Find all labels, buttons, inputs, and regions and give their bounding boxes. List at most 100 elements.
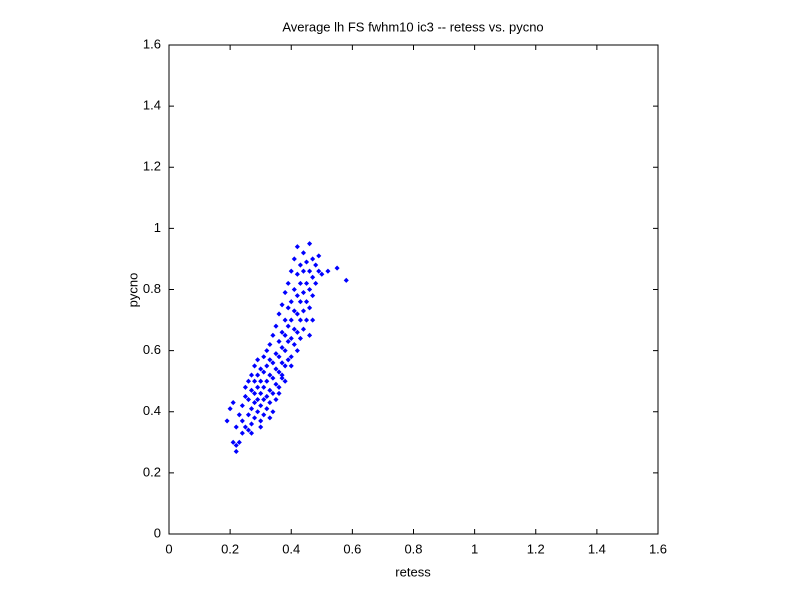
data-point: [279, 372, 285, 378]
data-point: [276, 384, 282, 390]
data-point: [316, 268, 322, 274]
data-point: [248, 372, 255, 378]
data-point: [255, 357, 261, 363]
data-point: [273, 381, 279, 387]
data-point: [233, 424, 239, 430]
y-tick-label: 0.6: [143, 342, 161, 357]
data-point: [261, 396, 267, 403]
data-point: [319, 271, 325, 277]
data-point: [248, 387, 255, 393]
x-tick-label: 1: [471, 541, 478, 556]
data-point: [236, 439, 242, 445]
x-tick-label: 1.2: [527, 541, 545, 556]
data-point: [288, 354, 294, 360]
plot-area: [168, 44, 659, 535]
data-point: [261, 412, 267, 418]
data-point: [288, 335, 294, 341]
data-point: [252, 363, 258, 369]
data-point: [264, 406, 270, 412]
data-point: [307, 305, 313, 311]
x-tick-label: 0.6: [343, 541, 361, 556]
data-point: [245, 412, 252, 418]
data-point: [297, 299, 303, 305]
data-point: [300, 326, 307, 332]
data-point: [258, 418, 264, 424]
x-tick-label: 0.2: [221, 541, 239, 556]
data-point: [282, 332, 288, 338]
y-tick-label: 1: [154, 220, 161, 235]
data-point: [303, 299, 310, 305]
data-point: [288, 363, 294, 369]
data-point: [245, 427, 252, 433]
data-point: [239, 430, 245, 436]
data-point: [276, 390, 282, 396]
data-point: [288, 317, 294, 323]
data-point: [300, 268, 307, 274]
data-point: [325, 268, 331, 274]
data-point: [279, 345, 285, 351]
data-point: [307, 286, 313, 293]
x-tick-label: 1.6: [649, 541, 667, 556]
data-point: [313, 262, 319, 268]
data-point: [310, 293, 316, 299]
data-point: [276, 338, 282, 345]
data-point: [285, 323, 291, 329]
data-point: [343, 277, 349, 283]
data-point: [285, 338, 291, 345]
data-point: [276, 369, 282, 375]
data-point: [267, 387, 273, 393]
data-point: [233, 442, 239, 448]
data-point: [239, 403, 245, 409]
data-point: [291, 286, 297, 293]
data-point: [279, 360, 285, 366]
data-point: [252, 400, 258, 406]
data-point: [267, 357, 273, 363]
data-point: [258, 366, 264, 372]
data-point: [270, 375, 276, 381]
data-point: [261, 369, 267, 375]
data-point: [307, 268, 313, 274]
data-point: [294, 348, 300, 354]
data-point: [291, 308, 297, 314]
x-tick-label: 1.4: [588, 541, 606, 556]
data-point: [258, 378, 264, 384]
data-point: [294, 311, 300, 317]
data-point: [282, 348, 288, 354]
data-point: [248, 430, 255, 436]
data-point: [276, 311, 282, 317]
data-point: [288, 268, 294, 274]
data-point: [267, 415, 273, 421]
data-point: [297, 262, 303, 268]
data-point: [252, 390, 258, 396]
data-point: [291, 326, 297, 332]
data-point: [279, 375, 285, 381]
x-tick-label: 0: [165, 541, 172, 556]
data-point: [224, 418, 230, 424]
data-point: [233, 448, 239, 455]
data-point: [334, 265, 340, 271]
data-point: [282, 317, 288, 323]
data-point: [273, 323, 279, 329]
data-point: [267, 341, 273, 348]
data-point: [303, 280, 310, 286]
data-point: [227, 406, 233, 412]
y-tick-label: 0.8: [143, 281, 161, 296]
data-point: [294, 271, 300, 277]
y-tick-label: 0.2: [143, 464, 161, 479]
data-point: [242, 424, 248, 430]
data-point: [239, 418, 245, 424]
data-point: [310, 256, 316, 262]
data-point: [273, 351, 279, 357]
data-point: [297, 280, 303, 286]
y-tick-label: 0.4: [143, 403, 161, 418]
x-tick-label: 0.4: [282, 541, 300, 556]
data-point: [303, 317, 310, 323]
data-point: [248, 406, 255, 412]
data-point: [273, 396, 279, 403]
chart-title: Average lh FS fwhm10 ic3 -- retess vs. p…: [282, 19, 543, 34]
data-point: [258, 390, 264, 396]
data-point: [270, 409, 276, 415]
data-point: [258, 424, 264, 430]
data-point: [285, 357, 291, 363]
data-point: [264, 393, 270, 400]
